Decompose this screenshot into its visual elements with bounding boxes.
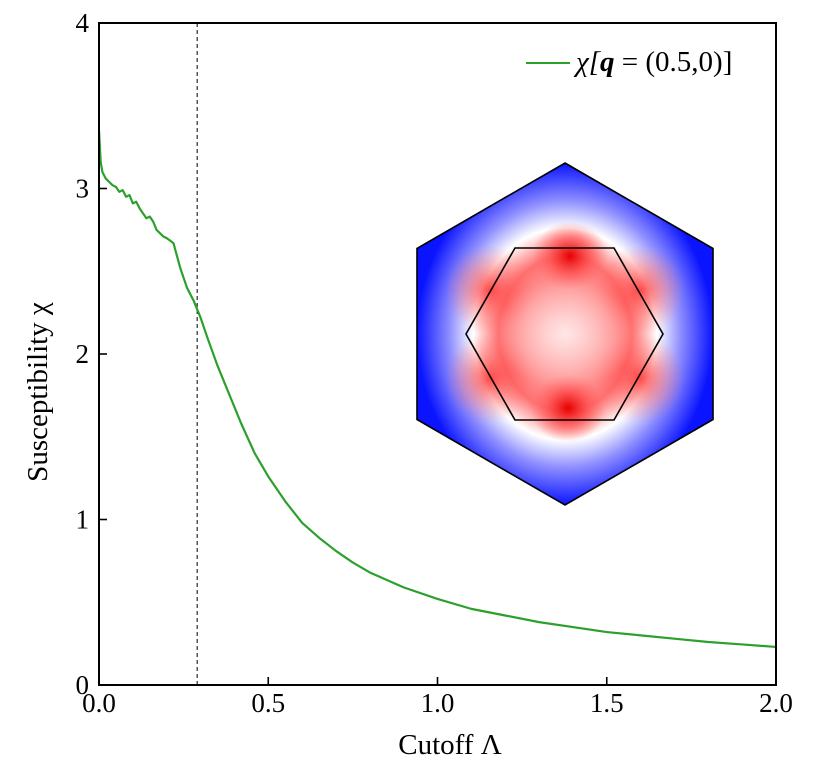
legend-text: χ[q = (0.5,0)] [573,46,732,78]
legend: χ[q = (0.5,0)] [526,46,732,78]
inset-outer-hexagon [416,162,714,506]
inset-map [416,162,714,506]
x-tick-label: 0.5 [251,688,285,718]
y-tick-label: 3 [76,174,90,204]
x-axis-label: Cutoff Λ [398,729,501,761]
legend-q: q [600,46,615,78]
y-tick-label: 2 [76,339,90,369]
inset-center [495,279,635,389]
x-tick-label: 0.0 [82,688,116,718]
y-tick-label: 4 [76,8,90,38]
y-axis-label: Susceptibility χ [22,302,54,482]
inset-hotspot-top [532,222,608,290]
series-layer [99,130,776,649]
y-tick-label: 0 [76,670,90,700]
x-tick-label: 1.5 [590,688,624,718]
inset-inner-hexagon [465,247,664,421]
x-tick-label: 2.0 [759,688,793,718]
y-tick-label: 1 [76,505,90,535]
legend-chi: χ[ [573,46,602,78]
y-axis-ticks: 0 1 2 3 4 [76,8,107,700]
x-axis-ticks: 0.0 0.5 1.0 1.5 2.0 [82,677,793,718]
x-tick-label: 1.0 [421,688,455,718]
inset-hotspot-bottom [530,374,606,442]
legend-rest: = (0.5,0)] [615,46,733,78]
series-line-0 [99,130,776,649]
